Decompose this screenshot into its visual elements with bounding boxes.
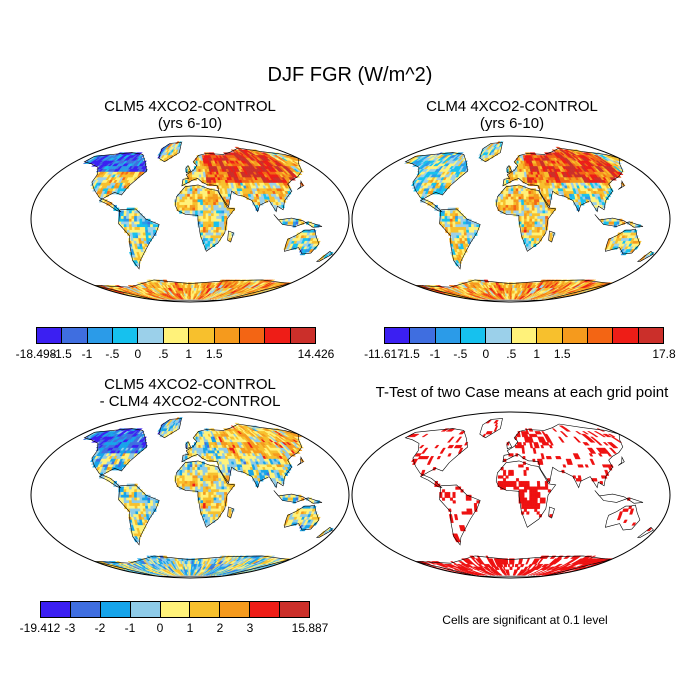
colorbar-label: 17.8: [652, 347, 676, 361]
colorbar-swatch: [214, 328, 240, 343]
colorbar-swatch: [130, 602, 161, 617]
colorbar-label: -1: [81, 347, 93, 361]
panel-title-clm5: CLM5 4XCO2-CONTROL (yrs 6-10): [30, 98, 350, 132]
panel-title-line1: CLM5 4XCO2-CONTROL: [104, 376, 276, 393]
colorbar-swatch: [100, 602, 131, 617]
map-clm4: [351, 135, 671, 303]
colorbar-label: -18.498: [15, 347, 57, 361]
colorbar-label: -1: [429, 347, 441, 361]
map-border: [351, 411, 671, 579]
map-border: [30, 135, 350, 303]
colorbar-label: 1.5: [553, 347, 571, 361]
colorbar-swatch: [461, 328, 487, 343]
colorbar-clm5: [36, 327, 316, 344]
panel-title-line2: (yrs 6-10): [479, 115, 545, 132]
colorbar-swatch: [189, 328, 215, 343]
colorbar-labels-clm5: -18.498 -1.5 -1 -.5 0 .5 1 1.5 14.426: [16, 347, 335, 361]
colorbar-clm4: [384, 327, 664, 344]
colorbar-swatch: [638, 328, 663, 343]
colorbar-label: 1: [533, 347, 541, 361]
colorbar-label: 2: [216, 621, 224, 635]
colorbar-label: -.5: [453, 347, 468, 361]
colorbar-label: -1.5: [399, 347, 420, 361]
colorbar-label: -11.617: [364, 347, 404, 361]
colorbar-label: 1.5: [205, 347, 223, 361]
colorbar-swatch: [410, 328, 436, 343]
colorbar-label: .5: [158, 347, 169, 361]
colorbar-swatch: [435, 328, 462, 343]
colorbar-label: -19.412: [19, 621, 61, 635]
colorbar-swatch: [537, 328, 563, 343]
panel-title-line2: (yrs 6-10): [157, 115, 223, 132]
colorbar-label: 14.426: [297, 347, 335, 361]
colorbar-swatch: [160, 602, 191, 617]
colorbar-swatch: [41, 602, 71, 617]
colorbar-label: -.5: [105, 347, 120, 361]
colorbar-swatch: [265, 328, 291, 343]
colorbar-swatch: [220, 602, 251, 617]
panel-title-ttest: T-Test of two Case means at each grid po…: [375, 384, 669, 401]
coastlines: [83, 142, 333, 301]
map-cells: [82, 417, 334, 576]
colorbar-label: 3: [246, 621, 254, 635]
colorbar-label: 0: [134, 347, 142, 361]
significance-note: Cells are significant at 0.1 level: [442, 613, 608, 627]
map-ttest: [351, 411, 671, 579]
colorbar-label: 0: [482, 347, 490, 361]
figure-title: DJF FGR (W/m^2): [267, 64, 433, 86]
colorbar-swatch: [250, 602, 281, 617]
colorbar-swatch: [113, 328, 139, 343]
colorbar-label: -2: [94, 621, 106, 635]
panel-title-diff: CLM5 4XCO2-CONTROL - CLM4 4XCO2-CONTROL: [30, 376, 350, 410]
colorbar-swatch: [70, 602, 101, 617]
colorbar-diff: [40, 601, 310, 618]
colorbar-swatch: [511, 328, 538, 343]
colorbar-swatch: [87, 328, 114, 343]
map-cells: [82, 141, 334, 300]
map-border: [351, 135, 671, 303]
colorbar-swatch: [190, 602, 221, 617]
panel-title-line1: CLM5 4XCO2-CONTROL: [104, 98, 276, 115]
colorbar-swatch: [239, 328, 266, 343]
colorbar-swatch: [62, 328, 88, 343]
colorbar-swatch: [37, 328, 63, 343]
colorbar-swatch: [138, 328, 164, 343]
colorbar-label: 15.887: [291, 621, 329, 635]
colorbar-labels-diff: -19.412 -3 -2 -1 0 1 2 3 15.887: [20, 621, 329, 635]
colorbar-label: 0: [156, 621, 164, 635]
panel-title-line1: CLM4 4XCO2-CONTROL: [426, 98, 598, 115]
map-cells: [406, 420, 653, 576]
map-clm5: [30, 135, 350, 303]
colorbar-labels-clm4: -11.617 -1.5 -1 -.5 0 .5 1 1.5 17.8: [364, 347, 676, 361]
colorbar-swatch: [562, 328, 588, 343]
colorbar-swatch: [385, 328, 411, 343]
colorbar-swatch: [613, 328, 639, 343]
coastlines: [404, 418, 654, 577]
map-diff: [30, 411, 350, 579]
coastlines: [83, 418, 333, 577]
colorbar-swatch: [163, 328, 190, 343]
colorbar-label: -1.5: [51, 347, 72, 361]
map-cells: [403, 141, 655, 300]
colorbar-label: -1: [124, 621, 136, 635]
colorbar-swatch: [280, 602, 310, 617]
coastlines: [404, 142, 654, 301]
colorbar-label: .5: [506, 347, 517, 361]
colorbar-swatch: [587, 328, 614, 343]
colorbar-label: 1: [186, 621, 194, 635]
colorbar-swatch: [486, 328, 512, 343]
map-border: [30, 411, 350, 579]
colorbar-swatch: [290, 328, 315, 343]
colorbar-label: 1: [185, 347, 193, 361]
panel-title-line2: - CLM4 4XCO2-CONTROL: [99, 393, 281, 410]
colorbar-label: -3: [64, 621, 76, 635]
panel-title-clm4: CLM4 4XCO2-CONTROL (yrs 6-10): [352, 98, 672, 132]
